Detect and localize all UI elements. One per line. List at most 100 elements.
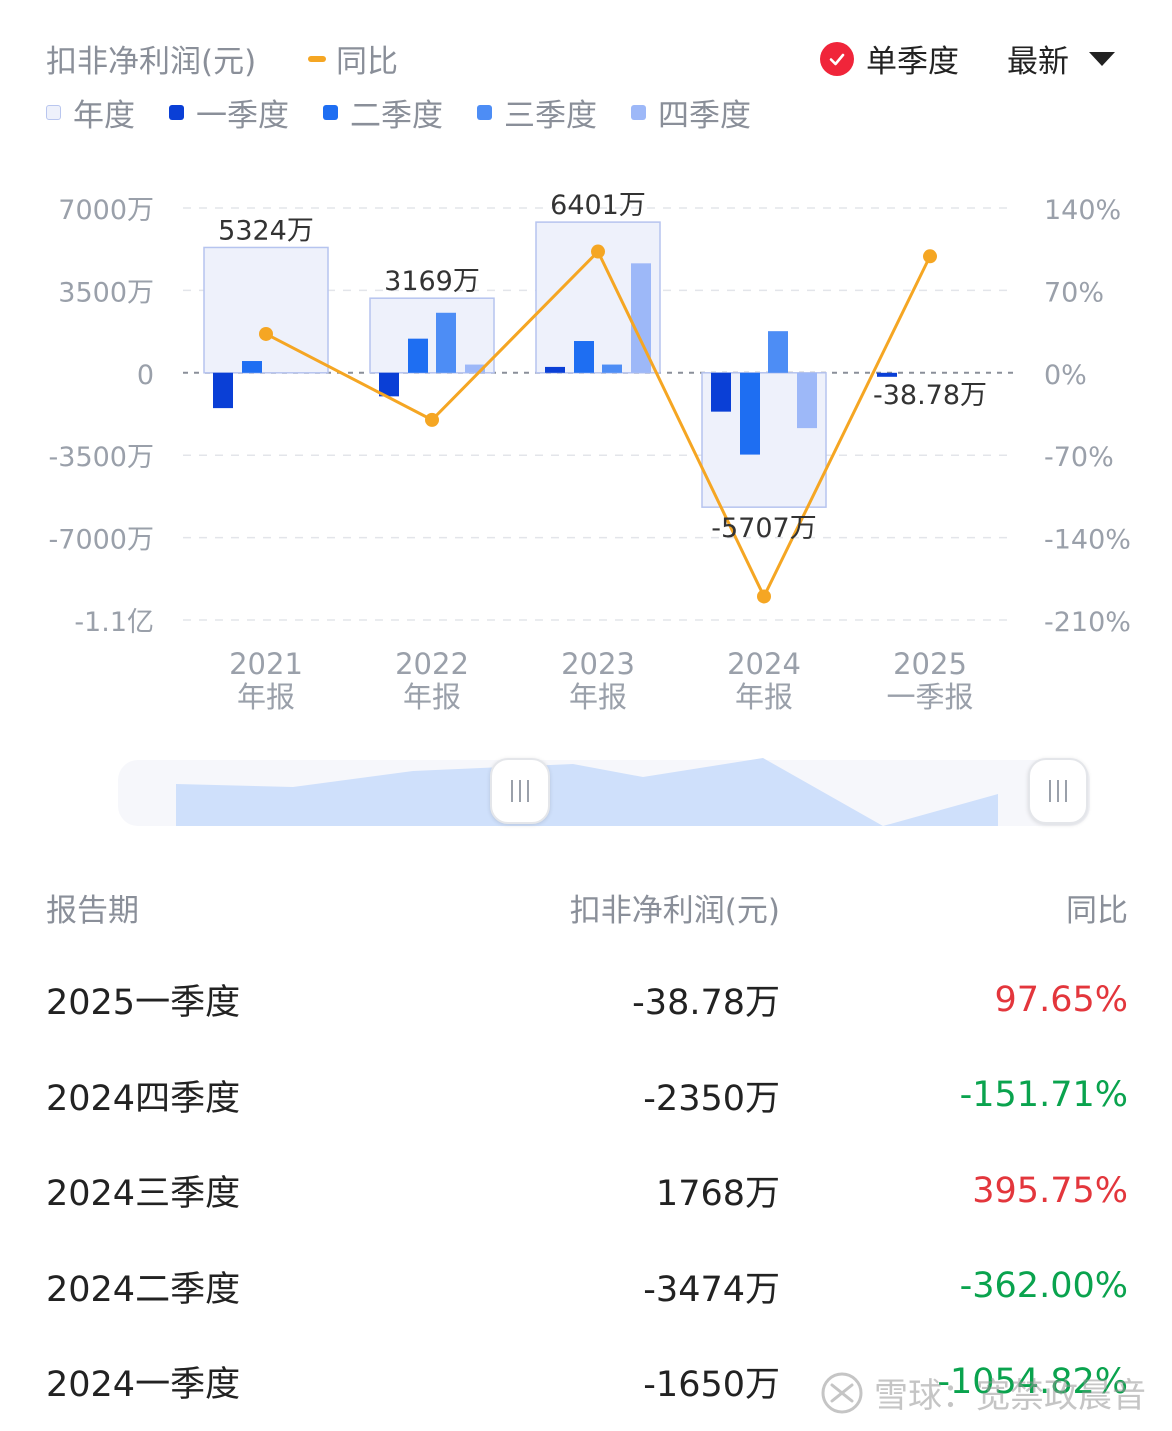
legend-label-annual: 年度 [73,98,135,134]
x-tick-label: 一季报 [886,680,973,714]
row-yoy: -362.00% [959,1266,1128,1307]
header-value: 扣非净利润(元) [569,892,780,929]
yoy-point [923,249,937,264]
header-period: 报告期 [46,892,139,929]
bar-q1 [213,372,233,409]
single-quarter-toggle[interactable]: 单季度 [820,36,959,81]
slider-handle-right[interactable] [1028,758,1088,824]
x-tick-label: 2024 [727,647,801,681]
watermark-text: 雪球：宽禁政晨音 [874,1376,1146,1416]
row-value: -3474万 [643,1269,780,1310]
x-tick-label: 年报 [237,680,295,714]
legend-swatch-q2 [323,105,338,120]
row-period: 2024二季度 [46,1269,241,1310]
chevron-down-icon [1089,51,1115,66]
bar-q2 [242,361,262,373]
bar-annual [369,297,495,374]
table-header: 报告期 扣非净利润(元) 同比 [46,862,1128,952]
legend-swatch-q3 [477,105,492,120]
legend-item-annual[interactable]: 年度 [46,90,135,135]
y-left-tick: 3500万 [58,277,154,308]
row-period: 2025一季度 [46,983,241,1024]
data-label: 3169万 [384,266,480,297]
bar-q2 [574,341,594,373]
x-tick-label: 2023 [561,647,635,681]
y-right-tick: 0% [1044,360,1087,391]
yoy-point [591,244,605,259]
check-icon [820,41,854,76]
row-yoy: -151.71% [959,1075,1128,1116]
bar-q4 [797,372,817,429]
row-period: 2024三季度 [46,1174,241,1215]
y-left-tick: 0 [137,360,154,391]
data-table: 报告期 扣非净利润(元) 同比 2025一季度 -38.78万 97.65% 2… [46,862,1128,1430]
legend-label-q4: 四季度 [658,98,751,134]
x-tick-label: 2021 [229,647,303,681]
table-row[interactable]: 2024三季度 1768万 395.75% [46,1143,1128,1239]
bar-q1 [379,372,399,397]
series-legend: 年度 一季度 二季度 三季度 四季度 [46,90,785,135]
row-period: 2024四季度 [46,1078,241,1119]
bar-annual [203,246,329,374]
grip-icon [511,780,529,802]
table-row[interactable]: 2024一季度 -1650万 -1054.82% [46,1334,1128,1430]
slider-handle-left[interactable] [490,758,550,824]
xueqiu-logo-icon [821,1372,863,1413]
header-yoy: 同比 [1066,892,1128,929]
data-label: -38.78万 [873,380,987,411]
single-quarter-label: 单季度 [866,44,959,80]
data-label: 6401万 [550,190,646,221]
bar-q3 [768,331,788,373]
yoy-legend-label: 同比 [336,44,398,80]
legend-item-q4[interactable]: 四季度 [631,90,751,135]
legend-item-q2[interactable]: 二季度 [323,90,443,135]
x-tick-label: 年报 [735,680,793,714]
yoy-legend[interactable]: 同比 [308,36,398,81]
table-row[interactable]: 2024二季度 -3474万 -362.00% [46,1239,1128,1335]
y-left-tick: -3500万 [49,442,154,473]
bar-q4 [631,263,651,373]
bar-q3 [602,364,622,373]
table-row[interactable]: 2025一季度 -38.78万 97.65% [46,952,1128,1048]
x-tick-label: 年报 [569,680,627,714]
watermark: 雪球：宽禁政晨音 [820,1368,1146,1417]
y-right-tick: 140% [1044,195,1121,226]
range-slider[interactable] [118,758,1090,826]
bar-q1 [877,372,897,377]
data-label: -5707万 [711,513,816,544]
latest-dropdown[interactable]: 最新 [1007,36,1115,81]
yoy-point [425,412,439,427]
x-tick-label: 2025 [893,647,967,681]
x-tick-label: 年报 [403,680,461,714]
grip-icon [1049,780,1067,802]
bar-q2 [408,338,428,373]
y-right-tick: -140% [1044,525,1131,556]
y-left-tick: -1.1亿 [74,607,154,638]
legend-swatch-q4 [631,105,646,120]
legend-swatch-q1 [169,105,184,120]
y-right-tick: 70% [1044,277,1104,308]
bar-q3 [436,312,456,373]
y-left-tick: 7000万 [58,195,154,226]
bar-q2 [740,372,760,455]
profit-chart: 7000万 3500万 0 -3500万 -7000万 -1.1亿 140% 70% 0% -70… [49,190,1131,714]
legend-item-q1[interactable]: 一季度 [169,90,289,135]
row-value: -1650万 [643,1365,780,1406]
chart-title: 扣非净利润(元) [46,44,257,80]
bar-q4 [465,364,485,373]
legend-item-q3[interactable]: 三季度 [477,90,597,135]
latest-label: 最新 [1007,44,1069,80]
yoy-point [259,326,273,341]
legend-label-q2: 二季度 [350,98,443,134]
bar-q1 [545,366,565,373]
table-row[interactable]: 2024四季度 -2350万 -151.71% [46,1048,1128,1144]
slider-overview [118,758,1090,826]
legend-swatch-annual [46,105,61,120]
y-right-tick: -70% [1044,442,1114,473]
data-label: 5324万 [218,215,314,246]
row-value: 1768万 [655,1174,780,1215]
y-left-tick: -7000万 [49,525,154,556]
yoy-point [757,589,771,604]
row-yoy: 395.75% [972,1170,1128,1211]
y-right-tick: -210% [1044,607,1131,638]
